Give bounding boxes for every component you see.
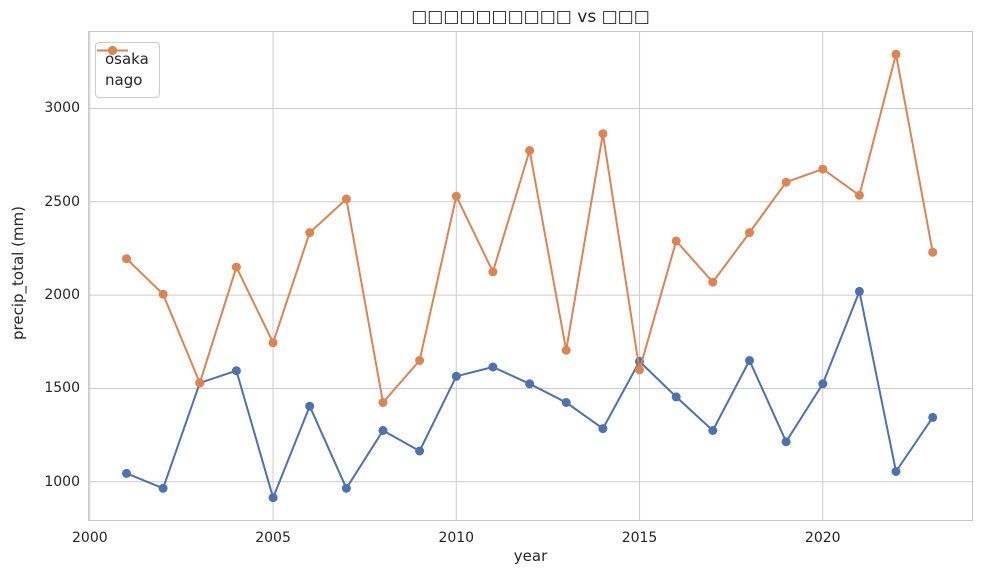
y-axis-label: precip_total (mm)	[9, 205, 27, 341]
data-point-nago	[525, 146, 535, 155]
data-point-osaka	[231, 366, 241, 376]
data-point-nago	[378, 398, 388, 407]
plot-canvas	[88, 31, 973, 521]
x-tick-label: 2000	[72, 530, 108, 546]
data-point-osaka	[745, 356, 754, 365]
data-point-nago	[561, 345, 571, 355]
data-point-nago	[928, 247, 938, 257]
plot-area: osaka nago	[88, 31, 973, 521]
data-point-nago	[158, 289, 168, 299]
data-point-osaka	[561, 398, 571, 407]
data-point-osaka	[781, 437, 791, 447]
legend: osaka nago	[95, 42, 160, 98]
x-tick-label: 2005	[255, 530, 291, 546]
data-point-nago	[305, 228, 315, 238]
data-point-nago	[451, 191, 461, 201]
x-tick-label: 2015	[621, 530, 658, 546]
y-tick-label: 2000	[44, 287, 80, 304]
data-point-osaka	[671, 392, 681, 402]
series-line-nago	[125, 53, 934, 404]
data-point-osaka	[891, 467, 901, 476]
data-point-osaka	[158, 483, 168, 493]
data-point-osaka	[378, 426, 388, 435]
data-point-osaka	[854, 286, 864, 296]
data-point-nago	[122, 254, 131, 264]
y-tick-label: 1500	[44, 380, 80, 397]
x-tick-label: 2010	[438, 530, 475, 546]
y-tick-label: 1000	[44, 473, 80, 490]
data-point-osaka	[415, 446, 425, 456]
data-point-osaka	[341, 483, 351, 493]
data-point-nago	[708, 277, 718, 287]
data-point-nago	[635, 365, 644, 375]
x-axis-label: year	[513, 547, 548, 565]
data-point-nago	[745, 228, 754, 238]
data-point-osaka	[818, 379, 828, 389]
data-point-nago	[488, 267, 498, 277]
data-point-osaka	[708, 426, 718, 435]
data-point-nago	[195, 378, 205, 388]
data-point-osaka	[598, 424, 608, 434]
y-tick-label: 2500	[44, 193, 80, 210]
legend-item-nago: nago	[97, 46, 149, 91]
data-point-nago	[671, 236, 681, 246]
data-point-nago	[231, 262, 241, 272]
data-point-nago	[781, 177, 791, 187]
data-point-osaka	[305, 401, 315, 411]
legend-label-nago: nago	[105, 71, 143, 89]
data-point-osaka	[488, 362, 498, 372]
data-point-nago	[891, 49, 901, 59]
data-point-nago	[341, 194, 351, 204]
data-point-nago	[415, 356, 425, 365]
data-point-nago	[818, 164, 828, 174]
x-tick-label: 2020	[804, 530, 841, 546]
data-point-osaka	[122, 468, 131, 478]
data-point-osaka	[268, 493, 278, 503]
data-point-nago	[268, 338, 278, 348]
data-point-osaka	[451, 371, 461, 381]
plot-border	[88, 31, 973, 521]
data-point-osaka	[525, 379, 535, 389]
data-point-nago	[598, 129, 608, 139]
chart-title: □□□□□□□□□□ vs □□□	[411, 7, 650, 27]
legend-marker-nago	[97, 46, 128, 55]
legend-label-osaka: osaka	[105, 50, 149, 68]
data-point-osaka	[928, 412, 938, 422]
y-tick-label: 3000	[44, 100, 80, 117]
series-line-osaka	[125, 290, 934, 499]
data-point-nago	[854, 190, 864, 200]
